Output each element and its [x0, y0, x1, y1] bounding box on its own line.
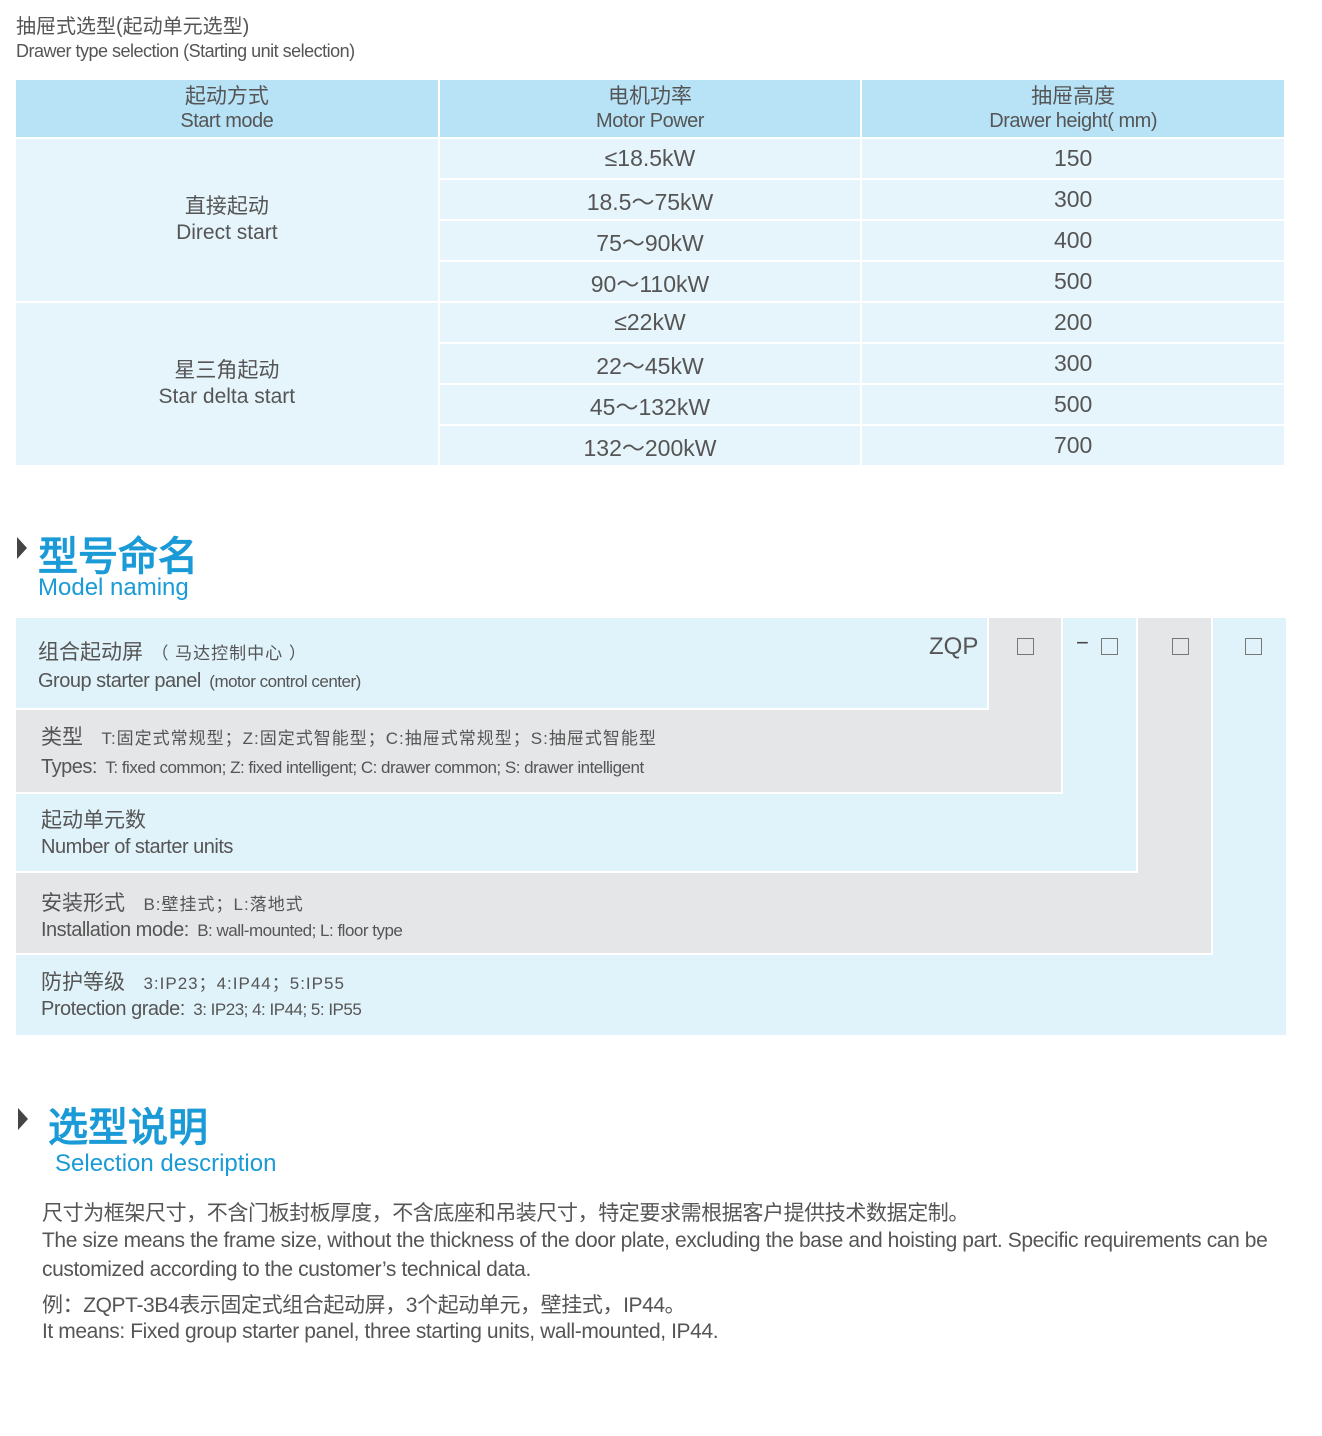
- item-en: Number of starter units: [41, 836, 233, 858]
- section-arrow-icon: [18, 1108, 28, 1130]
- item-cn: 起动单元数: [41, 809, 146, 832]
- intro-title-cn: 抽屉式选型(起动单元选型): [16, 16, 250, 38]
- protection-box-icon: [1245, 638, 1262, 655]
- item-cn: 安装形式: [41, 892, 125, 915]
- section-arrow-icon: [17, 537, 27, 559]
- header-en: Start mode: [180, 109, 274, 132]
- header-en: Drawer height( mm): [989, 109, 1157, 132]
- item-cn-note: 3:IP23；4:IP44；5:IP55: [143, 974, 345, 993]
- item-en-note: 3: IP23; 4: IP44; 5: IP55: [193, 1000, 362, 1019]
- units-box-icon: [1101, 638, 1118, 655]
- start-mode-en: Star delta start: [158, 385, 296, 408]
- table-row: 45～132kW 500: [16, 384, 1284, 426]
- item-en-note: (motor control center): [209, 672, 361, 691]
- motor-power-cell: 132～200kW: [438, 425, 863, 467]
- desc-line: It means: Fixed group starter panel, thr…: [42, 1320, 719, 1343]
- drawer-height-cell: 300: [861, 343, 1284, 385]
- drawer-height-cell: 300: [861, 179, 1284, 221]
- desc-line: 例：ZQPT-3B4表示固定式组合起动屏，3个起动单元，壁挂式，IP44。: [42, 1294, 686, 1317]
- selection-title-cn: 选型说明: [48, 1106, 208, 1150]
- band-group-starter-panel: [16, 618, 989, 710]
- item-cn-line: 类型 T:固定式常规型；Z:固定式智能型；C:抽屉式常规型；S:抽屉式智能型: [41, 721, 657, 751]
- item-en-line: Number of starter units: [41, 836, 237, 859]
- header-drawer-height: 抽屉高度 Drawer height( mm): [861, 80, 1284, 139]
- dash: −: [1076, 630, 1089, 655]
- item-cn-line: 起动单元数: [41, 804, 160, 834]
- item-cn-line: 防护等级 3:IP23；4:IP44；5:IP55: [41, 966, 345, 996]
- table-row: 90～110kW 500: [16, 261, 1284, 303]
- drawer-selection-table: 起动方式 Start mode 电机功率 Motor Power 抽屉高度 Drawe…: [16, 80, 1284, 467]
- item-en-line: Installation mode: B: wall-mounted; L: f…: [41, 919, 403, 942]
- header-en: Motor Power: [596, 109, 704, 132]
- motor-power-cell: 90～110kW: [438, 261, 863, 303]
- drawer-height-cell: 500: [861, 261, 1284, 303]
- table-row: 132～200kW 700: [16, 425, 1284, 467]
- start-mode-cn: 星三角起动: [174, 359, 280, 382]
- item-cn: 防护等级: [41, 971, 125, 994]
- item-en-note: B: wall-mounted; L: floor type: [197, 921, 403, 940]
- item-en: Installation mode:: [41, 919, 189, 941]
- install-box-icon: [1172, 638, 1189, 655]
- header-motor-power: 电机功率 Motor Power: [438, 80, 863, 139]
- item-cn-note: T:固定式常规型；Z:固定式智能型；C:抽屉式常规型；S:抽屉式智能型: [101, 729, 657, 748]
- desc-line: 尺寸为框架尺寸，不含门板封板厚度，不含底座和吊装尺寸，特定要求需根据客户提供技术…: [42, 1202, 969, 1225]
- table-row: 直接起动 Direct start ≤18.5kW 150: [16, 138, 1284, 303]
- start-mode-cn: 直接起动: [184, 195, 269, 218]
- drawer-height-cell: 500: [861, 384, 1284, 426]
- code-prefix: ZQP: [929, 633, 979, 660]
- desc-line: customized according to the customer’s t…: [42, 1258, 531, 1281]
- item-cn-line: 组合起动屏 （ 马达控制中心 ）: [38, 636, 307, 666]
- motor-power-cell: 75～90kW: [438, 220, 863, 262]
- table-row: 星三角起动 Star delta start ≤22kW 200: [16, 302, 1284, 467]
- drawer-height-cell: 200: [861, 302, 1284, 344]
- item-cn: 类型: [41, 726, 83, 749]
- selection-title-en: Selection description: [55, 1150, 277, 1177]
- start-mode-cell: 星三角起动 Star delta start: [16, 302, 440, 467]
- motor-power-cell: 18.5～75kW: [438, 179, 863, 221]
- motor-power-cell: 22～45kW: [438, 343, 863, 385]
- item-en-line: Types: T: fixed common; Z: fixed intelli…: [41, 756, 644, 779]
- table-row: 75～90kW 400: [16, 220, 1284, 262]
- drawer-height-cell: 700: [861, 425, 1284, 467]
- table-row: 18.5～75kW 300: [16, 179, 1284, 221]
- motor-power-cell: ≤18.5kW: [438, 138, 863, 180]
- item-cn-line: 安装形式 B:壁挂式；L:落地式: [41, 887, 304, 917]
- motor-power-cell: 45～132kW: [438, 384, 863, 426]
- model-naming-title-en: Model naming: [38, 574, 189, 601]
- item-en: Protection grade:: [41, 998, 185, 1020]
- drawer-height-cell: 400: [861, 220, 1284, 262]
- type-box-icon: [1017, 638, 1034, 655]
- item-en-note: T: fixed common; Z: fixed intelligent; C…: [105, 758, 644, 777]
- item-cn: 组合起动屏: [38, 641, 143, 664]
- drawer-height-cell: 150: [861, 138, 1284, 180]
- header-cn: 起动方式: [184, 84, 269, 108]
- item-cn-note: B:壁挂式；L:落地式: [143, 895, 304, 914]
- model-naming-title-cn: 型号命名: [38, 535, 198, 579]
- item-en-line: Group starter panel (motor control cente…: [38, 670, 361, 693]
- header-cn: 抽屉高度: [1031, 84, 1116, 108]
- start-mode-cell: 直接起动 Direct start: [16, 138, 440, 303]
- header-cn: 电机功率: [607, 84, 692, 108]
- item-en-line: Protection grade: 3: IP23; 4: IP44; 5: I…: [41, 998, 362, 1021]
- item-en: Group starter panel: [38, 670, 201, 692]
- desc-line: The size means the frame size, without t…: [42, 1229, 1268, 1252]
- item-en: Types:: [41, 756, 97, 778]
- motor-power-cell: ≤22kW: [438, 302, 863, 344]
- start-mode-en: Direct start: [176, 221, 278, 244]
- intro-title-en: Drawer type selection (Starting unit sel…: [16, 41, 355, 61]
- item-cn-note: （ 马达控制中心 ）: [151, 644, 307, 663]
- header-start-mode: 起动方式 Start mode: [16, 80, 440, 139]
- table-row: 22～45kW 300: [16, 343, 1284, 385]
